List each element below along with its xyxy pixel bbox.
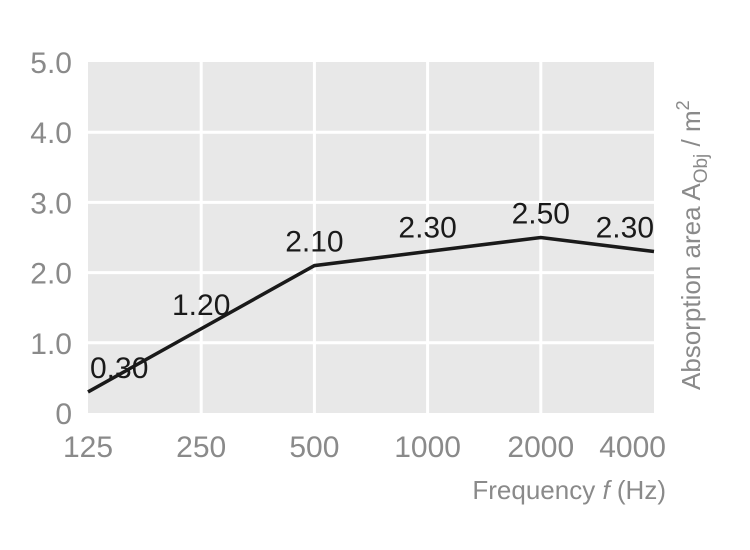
y-tick-label: 5.0 — [30, 47, 72, 80]
y-axis-title: Absorption area AObj / m2 — [673, 100, 712, 390]
data-label: 2.30 — [398, 212, 456, 245]
x-tick-label: 2000 — [507, 431, 574, 464]
x-tick-label: 125 — [63, 431, 113, 464]
y-tick-labels: 0 1.0 2.0 3.0 4.0 5.0 — [30, 47, 72, 431]
data-label: 1.20 — [172, 289, 230, 322]
series-line — [87, 235, 655, 394]
x-axis-title: Frequency f (Hz) — [472, 475, 666, 505]
data-label: 2.50 — [512, 198, 570, 231]
y-tick-label: 4.0 — [30, 117, 72, 150]
data-label: 2.30 — [596, 212, 654, 245]
x-tick-label: 4000 — [599, 431, 666, 464]
x-tick-labels: 125 250 500 1000 2000 4000 — [63, 431, 666, 464]
data-labels: 0.30 1.20 2.10 2.30 2.50 2.30 — [90, 198, 654, 385]
y-tick-label: 3.0 — [30, 187, 72, 220]
grid-lines — [88, 62, 654, 413]
data-label: 0.30 — [90, 352, 148, 385]
y-tick-label: 1.0 — [30, 328, 72, 361]
x-tick-label: 1000 — [394, 431, 461, 464]
x-tick-label: 500 — [289, 431, 339, 464]
y-tick-label: 0 — [55, 398, 72, 431]
x-tick-label: 250 — [176, 431, 226, 464]
data-label: 2.10 — [285, 226, 343, 259]
y-tick-label: 2.0 — [30, 258, 72, 291]
plot-background — [88, 62, 654, 413]
